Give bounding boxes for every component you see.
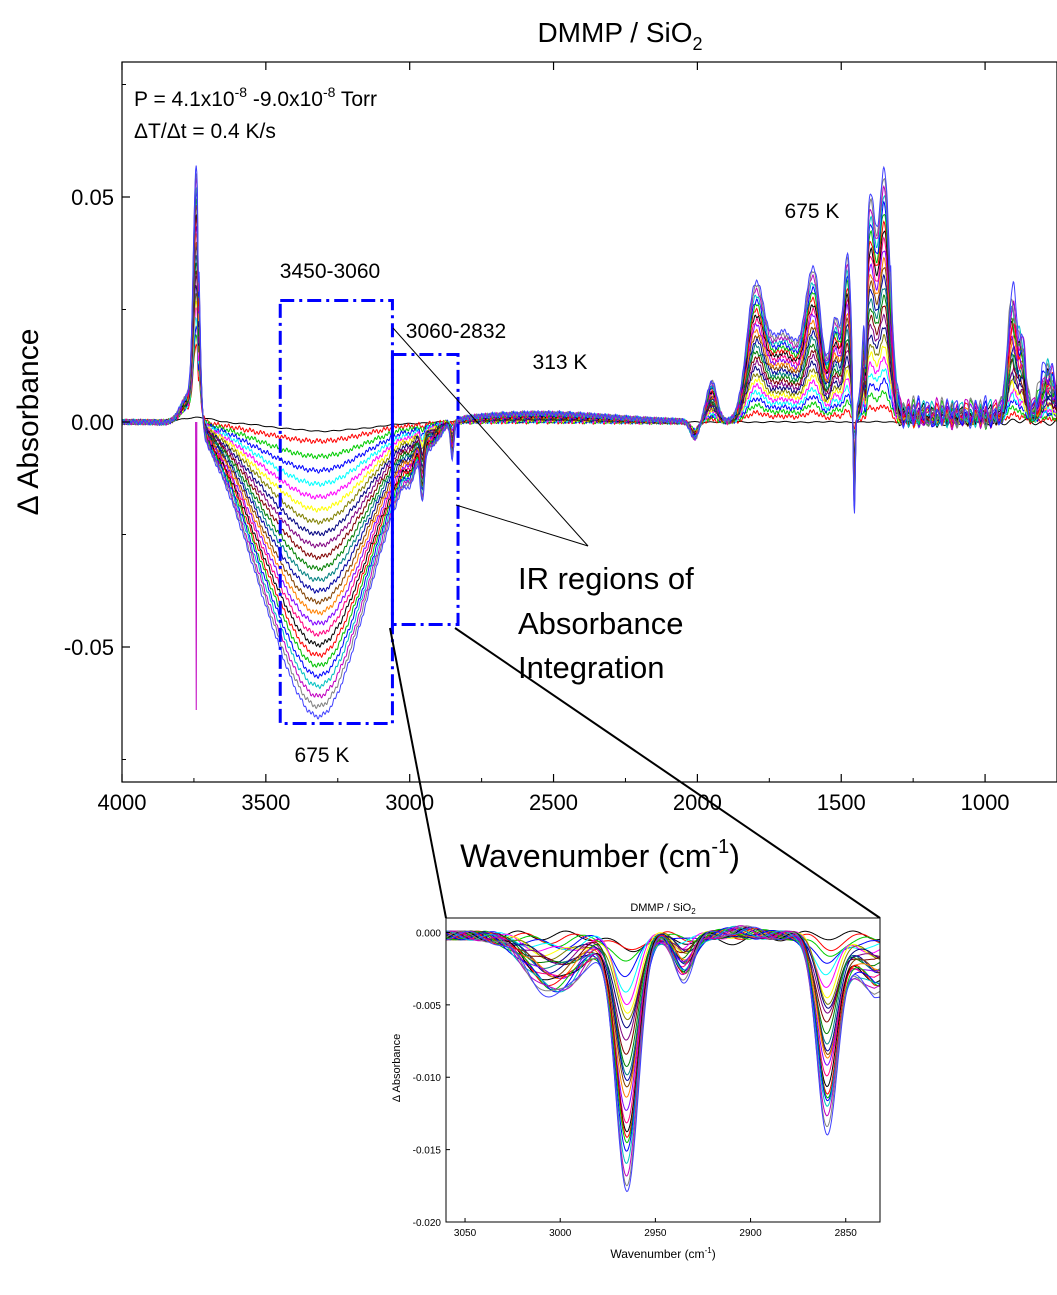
integration-regions bbox=[278, 299, 460, 725]
inset-y-axis: 0.000 -0.005 -0.010 -0.015 -0.020 bbox=[413, 928, 450, 1229]
inset-series-line bbox=[446, 927, 881, 1138]
rate-annotation: ΔT/Δt = 0.4 K/s bbox=[134, 120, 276, 143]
inset-series-line bbox=[445, 929, 880, 1081]
ir-regions-label-line2: Absorbance bbox=[518, 606, 683, 641]
main-x-tick-label: 4000 bbox=[98, 790, 147, 815]
ir-regions-label-line1: IR regions of bbox=[518, 561, 694, 596]
inset-x-tick-label: 2900 bbox=[739, 1228, 762, 1239]
region2-label: 3060-2832 bbox=[406, 320, 506, 343]
temp-313-label: 313 K bbox=[533, 351, 588, 374]
ir-regions-label-line3: Integration bbox=[518, 650, 665, 685]
pressure-annotation: P = 4.1x10-8 -9.0x10-8 Torr bbox=[134, 84, 377, 111]
inset-y-tick-label: 0.000 bbox=[416, 928, 441, 939]
inset-y-tick-label: -0.015 bbox=[413, 1146, 442, 1157]
inset-x-tick-label: 2850 bbox=[835, 1228, 858, 1239]
main-x-tick-label: 1500 bbox=[817, 790, 866, 815]
main-series-line bbox=[121, 233, 1057, 616]
main-chart: DMMP / SiO2 4000 3500 3000 2500 2000 1500 1000… bbox=[12, 17, 1057, 919]
main-x-axis-label: Wavenumber (cm-1) bbox=[460, 836, 740, 874]
inset-y-tick-label: -0.020 bbox=[413, 1218, 442, 1229]
main-x-tick-label: 1000 bbox=[961, 790, 1010, 815]
pointer-line-2 bbox=[455, 504, 589, 547]
inset-y-axis-label: Δ Absorbance bbox=[391, 1034, 403, 1103]
region1-label: 3450-3060 bbox=[280, 260, 380, 283]
main-series-line bbox=[121, 343, 1057, 445]
inset-curves bbox=[445, 925, 881, 1193]
inset-x-tick-label: 3050 bbox=[454, 1228, 477, 1239]
main-series-line bbox=[121, 300, 1057, 513]
main-x-axis: 4000 3500 3000 2500 2000 1500 1000 bbox=[98, 62, 1010, 815]
inset-series-line bbox=[445, 926, 881, 1193]
inset-series-line bbox=[445, 929, 881, 1021]
inset-y-tick-label: -0.005 bbox=[413, 1001, 442, 1012]
inset-chart: DMMP / SiO2 3050 3000 2950 2900 2850 0.000 -0… bbox=[391, 902, 881, 1261]
main-x-tick-label: 2500 bbox=[529, 790, 578, 815]
inset-x-tick-label: 3000 bbox=[549, 1228, 572, 1239]
main-title: DMMP / SiO2 bbox=[537, 17, 702, 54]
pointer-line-1 bbox=[392, 327, 589, 547]
zoom-line-right bbox=[454, 627, 881, 919]
temp-675-bottom-label: 675 K bbox=[295, 744, 350, 767]
main-y-tick-label: 0.05 bbox=[71, 185, 114, 210]
inset-x-axis: 3050 3000 2950 2900 2850 bbox=[454, 1218, 857, 1239]
zoom-line-left bbox=[389, 627, 447, 919]
main-series-line bbox=[121, 325, 1057, 474]
main-y-axis-label: Δ Absorbance bbox=[12, 329, 45, 516]
inset-title: DMMP / SiO2 bbox=[630, 902, 696, 916]
main-y-tick-label: -0.05 bbox=[64, 635, 114, 660]
main-y-axis: 0.05 0.00 -0.05 bbox=[64, 84, 130, 760]
inset-y-tick-label: -0.010 bbox=[413, 1073, 442, 1084]
temp-675-top-label: 675 K bbox=[785, 200, 840, 223]
integration-region-box bbox=[390, 353, 460, 626]
main-x-tick-label: 3500 bbox=[241, 790, 290, 815]
main-series-line bbox=[121, 165, 1057, 720]
inset-x-tick-label: 2950 bbox=[644, 1228, 667, 1239]
main-y-tick-label: 0.00 bbox=[71, 410, 114, 435]
integration-region-box bbox=[278, 299, 394, 725]
main-x-tick-label: 3000 bbox=[385, 790, 434, 815]
inset-plot-frame bbox=[445, 917, 881, 1223]
main-curves bbox=[121, 165, 1057, 720]
inset-x-axis-label: Wavenumber (cm-1) bbox=[610, 1246, 715, 1261]
main-series-line bbox=[121, 333, 1057, 460]
main-series-line bbox=[195, 421, 198, 711]
